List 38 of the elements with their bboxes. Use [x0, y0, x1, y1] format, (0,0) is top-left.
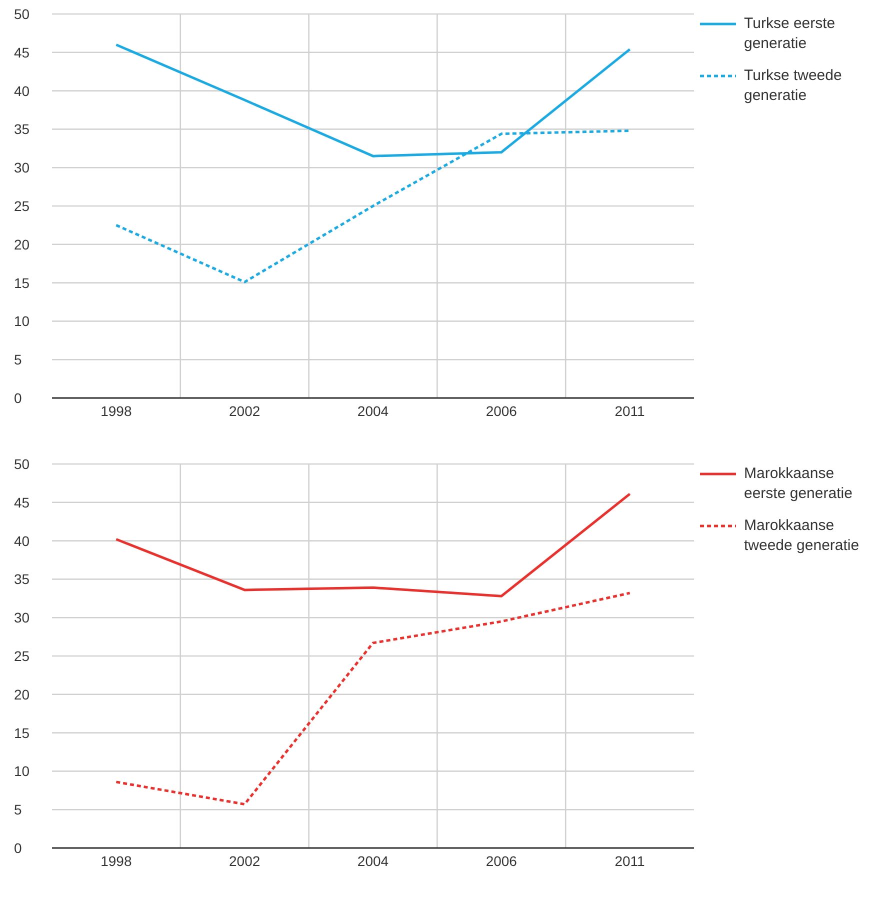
- y-tick-label: 25: [14, 648, 30, 664]
- y-tick-label: 0: [14, 840, 22, 856]
- y-tick-label: 50: [14, 456, 30, 472]
- y-tick-label: 5: [14, 352, 22, 368]
- x-tick-label: 2011: [614, 402, 646, 419]
- x-tick-label: 2011: [614, 852, 646, 869]
- legend-label: Turkse tweede generatie: [744, 66, 843, 106]
- legend-label: Marokkaanse tweede generatie: [744, 516, 860, 556]
- legend-label: Turkse eerste generatie: [744, 14, 836, 54]
- y-tick-label: 20: [14, 686, 30, 702]
- x-tick-label: 1998: [100, 852, 132, 869]
- y-tick-label: 40: [14, 532, 30, 549]
- x-tick-label: 2006: [486, 402, 518, 419]
- y-tick-label: 40: [14, 82, 30, 99]
- x-tick-label: 1998: [100, 402, 132, 419]
- y-tick-label: 35: [14, 121, 30, 138]
- x-tick-label: 2004: [357, 402, 389, 419]
- y-tick-label: 45: [14, 44, 30, 60]
- x-tick-label: 2002: [229, 852, 260, 869]
- x-tick-label: 2004: [357, 852, 389, 869]
- y-tick-label: 5: [14, 802, 22, 818]
- y-tick-label: 30: [14, 610, 30, 626]
- y-tick-label: 45: [14, 494, 30, 510]
- y-tick-label: 0: [14, 390, 22, 406]
- y-tick-label: 30: [14, 160, 30, 176]
- x-tick-label: 2006: [486, 852, 518, 869]
- legend-label: Marokkaanse eerste generatie: [744, 464, 854, 504]
- y-tick-label: 35: [14, 571, 30, 588]
- line-series: [114, 592, 632, 806]
- y-tick-label: 10: [14, 313, 30, 330]
- y-tick-label: 25: [14, 198, 30, 214]
- line-series: [114, 492, 632, 598]
- y-tick-label: 15: [14, 274, 30, 291]
- y-tick-label: 15: [14, 724, 30, 741]
- y-tick-label: 10: [14, 763, 30, 780]
- y-tick-label: 20: [14, 236, 30, 252]
- y-tick-label: 50: [14, 6, 30, 22]
- x-tick-label: 2002: [229, 402, 260, 419]
